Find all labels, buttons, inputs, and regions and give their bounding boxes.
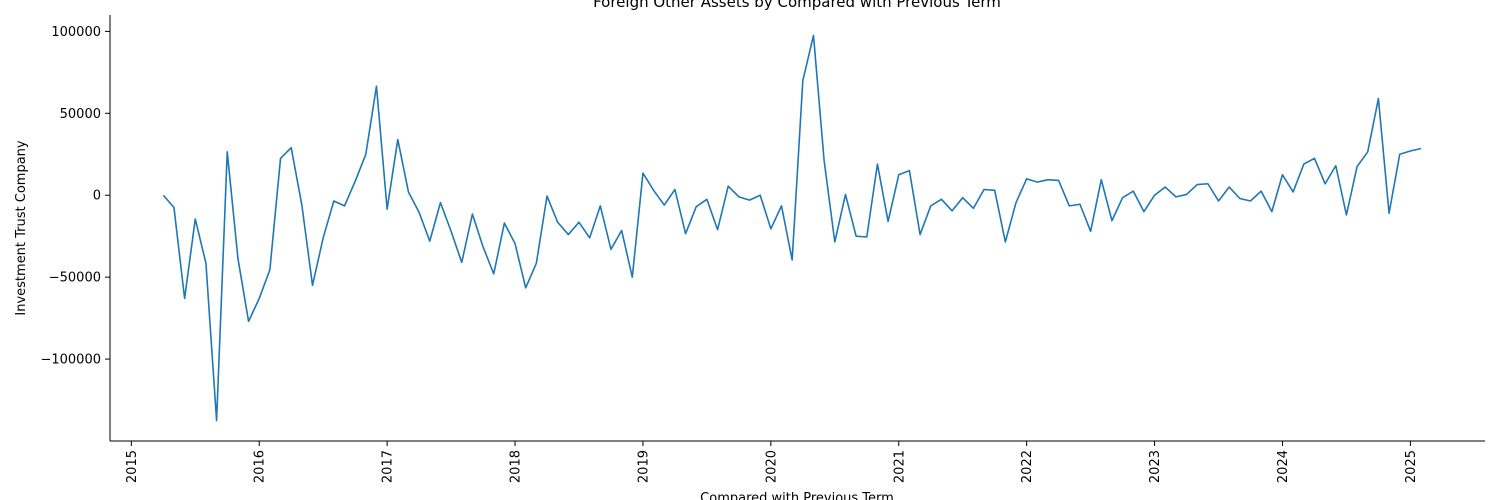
x-tick-label: 2017 — [381, 450, 396, 483]
series-layer — [162, 34, 1422, 422]
y-tick-label: −50000 — [49, 271, 101, 286]
y-axis-ticks: −100000 −50000 0 50000 100000 — [40, 25, 110, 368]
x-tick-label: 2021 — [892, 450, 907, 483]
y-tick-label: 0 — [93, 189, 101, 204]
x-tick-label: 2024 — [1276, 450, 1291, 483]
y-tick-label: 50000 — [60, 107, 101, 122]
x-tick-label: 2020 — [764, 450, 779, 483]
series-line — [162, 34, 1422, 422]
x-tick-label: 2022 — [1020, 450, 1035, 483]
y-axis-label: Investment Trust Company — [14, 140, 29, 316]
x-tick-label: 2019 — [636, 450, 651, 483]
x-tick-label: 2025 — [1404, 450, 1419, 483]
y-tick-label: −100000 — [40, 353, 101, 368]
x-tick-label: 2015 — [125, 450, 140, 483]
y-tick-label: 100000 — [51, 25, 101, 40]
x-tick-label: 2018 — [509, 450, 524, 483]
x-axis-label: Compared with Previous Term — [700, 491, 894, 500]
x-tick-label: 2023 — [1148, 450, 1163, 483]
chart-title: Foreign Other Assets by Compared with Pr… — [593, 0, 1001, 11]
x-axis-ticks: 2015 2016 2017 2018 2019 2020 2021 2022 2023 2024… — [125, 441, 1419, 483]
x-tick-label: 2016 — [253, 450, 268, 483]
